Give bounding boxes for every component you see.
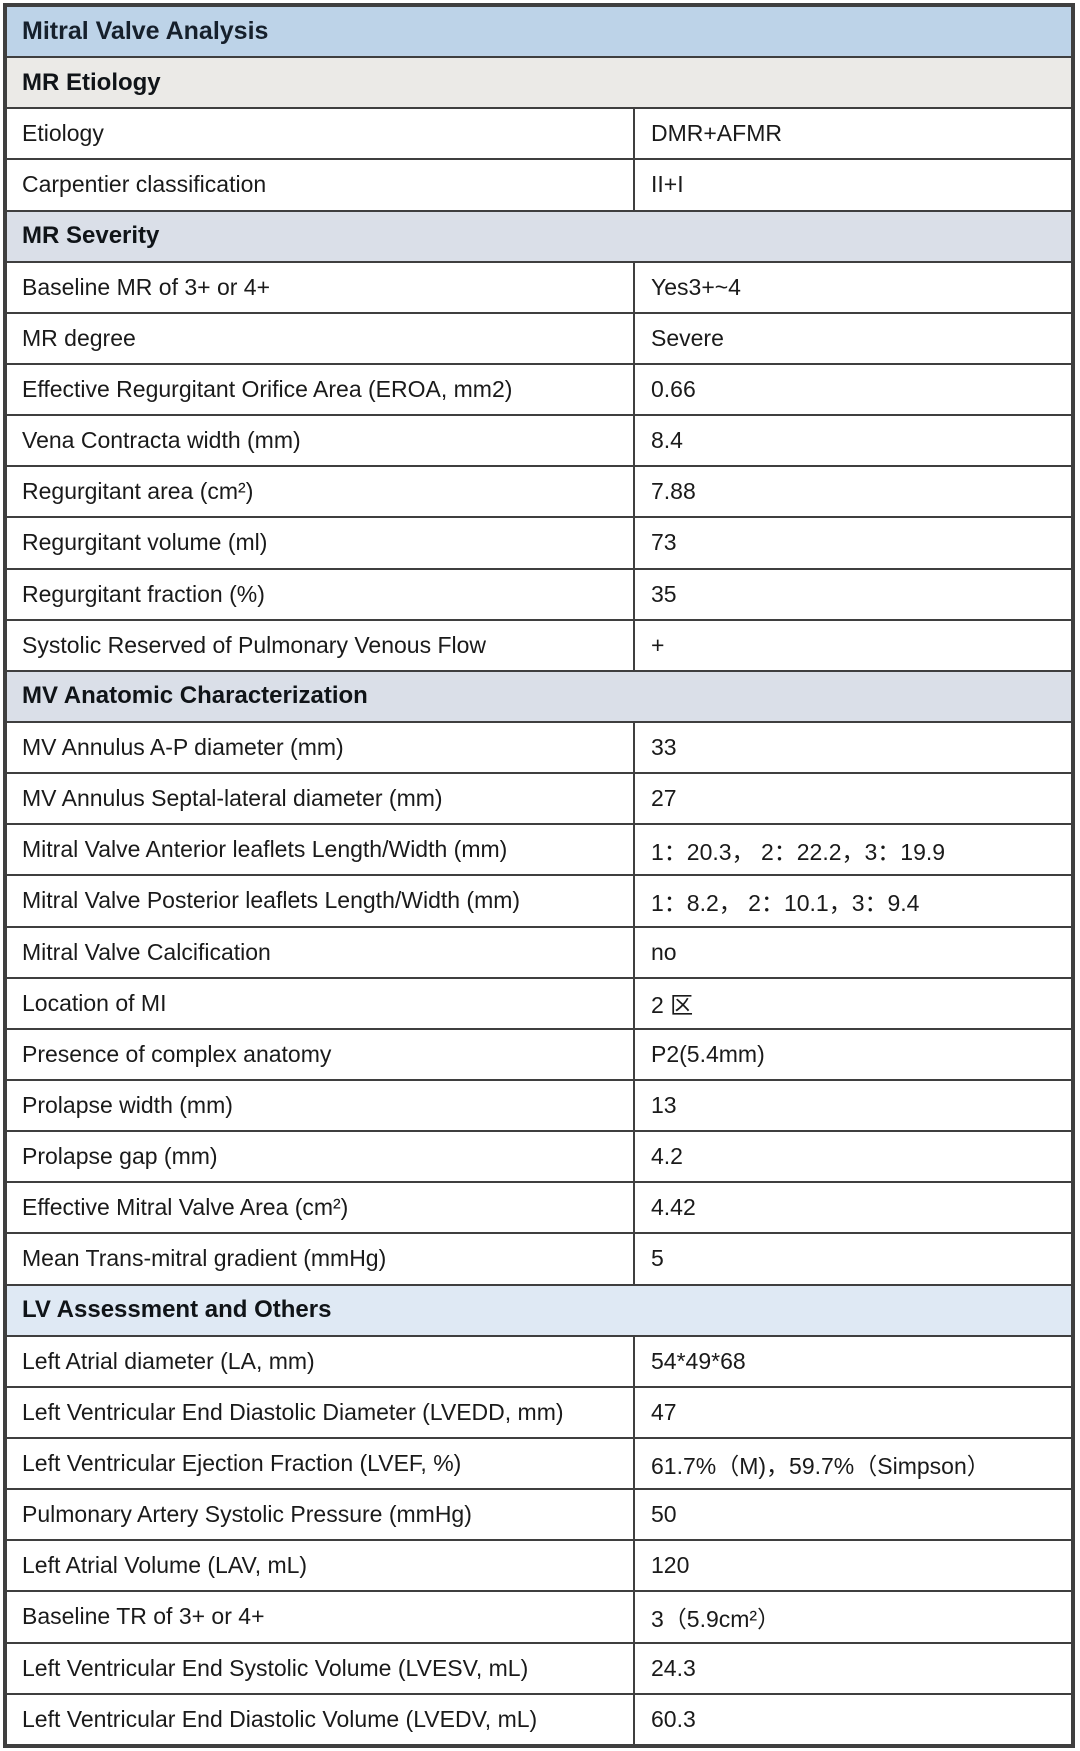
- row-label: MV Annulus A-P diameter (mm): [7, 722, 635, 773]
- table-row: Left Ventricular End Diastolic Volume (L…: [7, 1694, 1071, 1744]
- section-header-mr-severity: MR Severity: [7, 211, 1071, 263]
- row-label: Pulmonary Artery Systolic Pressure (mmHg…: [7, 1490, 635, 1540]
- row-label: Left Ventricular End Diastolic Volume (L…: [7, 1694, 635, 1744]
- table-row: Left Ventricular Ejection Fraction (LVEF…: [7, 1438, 1071, 1491]
- row-value: P2(5.4mm): [651, 1040, 765, 1067]
- row-value: 0.66: [651, 376, 696, 403]
- row-value: 24.3: [651, 1654, 696, 1681]
- row-label: MV Annulus Septal-lateral diameter (mm): [7, 774, 635, 824]
- table-row: Location of MI 2 区: [7, 978, 1071, 1030]
- row-value: 60.3: [651, 1705, 696, 1732]
- row-value: DMR+AFMR: [651, 120, 782, 147]
- row-value: 8.4: [651, 427, 683, 454]
- table-row: Pulmonary Artery Systolic Pressure (mmHg…: [7, 1490, 1071, 1542]
- table-row: Regurgitant volume (ml) 73: [7, 518, 1071, 570]
- row-value: 1：20.3， 2：22.2，3：19.9: [651, 838, 946, 865]
- row-label: Mitral Valve Posterior leaflets Length/W…: [7, 876, 635, 926]
- table-row: Prolapse width (mm) 13: [7, 1080, 1071, 1133]
- row-label: Baseline TR of 3+ or 4+: [7, 1592, 635, 1642]
- table-row: Presence of complex anatomy P2(5.4mm): [7, 1029, 1071, 1081]
- row-value: 4.42: [651, 1194, 696, 1221]
- table-row: Prolapse gap (mm) 4.2: [7, 1132, 1071, 1184]
- row-label: Mitral Valve Calcification: [7, 927, 635, 977]
- row-label: Regurgitant volume (ml): [7, 518, 635, 568]
- table-row: MR degree Severe: [7, 313, 1071, 365]
- row-label: Location of MI: [7, 978, 635, 1028]
- row-label: Left Ventricular End Systolic Volume (LV…: [7, 1643, 635, 1693]
- row-value: 50: [651, 1501, 677, 1528]
- row-label: Vena Contracta width (mm): [7, 416, 635, 466]
- row-value: 1：8.2， 2：10.1，3：9.4: [651, 889, 920, 916]
- table-row: Mean Trans-mitral gradient (mmHg) 5: [7, 1234, 1071, 1286]
- row-value: Yes3+~4: [651, 273, 741, 300]
- row-label: Prolapse gap (mm): [7, 1132, 635, 1182]
- row-label: MR degree: [7, 313, 635, 363]
- row-label: Effective Mitral Valve Area (cm²): [7, 1183, 635, 1233]
- table-row: Baseline MR of 3+ or 4+ Yes3+~4: [7, 262, 1071, 314]
- row-label: Left Atrial diameter (LA, mm): [7, 1336, 635, 1386]
- section-header-lv-assessment: LV Assessment and Others: [7, 1285, 1071, 1337]
- row-label: Effective Regurgitant Orifice Area (EROA…: [7, 364, 635, 415]
- row-value: 27: [651, 785, 677, 812]
- table-row: Mitral Valve Calcification no: [7, 927, 1071, 979]
- table-row: Left Atrial diameter (LA, mm) 54*49*68: [7, 1336, 1071, 1388]
- table-row: Mitral Valve Anterior leaflets Length/Wi…: [7, 825, 1071, 877]
- row-value: 54*49*68: [651, 1347, 746, 1374]
- table-row: Regurgitant fraction (%) 35: [7, 569, 1071, 621]
- table-row: MV Annulus Septal-lateral diameter (mm) …: [7, 774, 1071, 826]
- row-value: 5: [651, 1245, 664, 1272]
- table-row: Baseline TR of 3+ or 4+ 3（5.9cm²）: [7, 1592, 1071, 1644]
- row-value: II+I: [651, 171, 684, 198]
- table-title: Mitral Valve Analysis: [7, 7, 1071, 59]
- row-label: Left Atrial Volume (LAV, mL): [7, 1541, 635, 1591]
- row-value: 7.88: [651, 478, 696, 505]
- table-row: MV Annulus A-P diameter (mm) 33: [7, 722, 1071, 775]
- table-row: Effective Regurgitant Orifice Area (EROA…: [7, 364, 1071, 417]
- row-label: Prolapse width (mm): [7, 1080, 635, 1131]
- table-row: Left Atrial Volume (LAV, mL) 120: [7, 1541, 1071, 1593]
- row-value: 13: [651, 1092, 677, 1119]
- section-header-mv-anatomic: MV Anatomic Characterization: [7, 671, 1071, 723]
- row-label: Baseline MR of 3+ or 4+: [7, 262, 635, 312]
- row-value: 35: [651, 580, 677, 607]
- table-row: Left Ventricular End Systolic Volume (LV…: [7, 1643, 1071, 1695]
- row-value: no: [651, 938, 677, 965]
- row-label: Carpentier classification: [7, 160, 635, 210]
- row-value: 120: [651, 1552, 690, 1579]
- table-row: Carpentier classification II+I: [7, 160, 1071, 212]
- row-label: Mean Trans-mitral gradient (mmHg): [7, 1234, 635, 1284]
- row-value: 2 区: [651, 992, 694, 1019]
- row-label: Left Ventricular End Diastolic Diameter …: [7, 1387, 635, 1437]
- row-label: Regurgitant fraction (%): [7, 569, 635, 619]
- row-label: Mitral Valve Anterior leaflets Length/Wi…: [7, 825, 635, 875]
- table-row: Mitral Valve Posterior leaflets Length/W…: [7, 876, 1071, 928]
- row-value: +: [651, 631, 665, 658]
- row-value: 47: [651, 1398, 677, 1425]
- table-row: Left Ventricular End Diastolic Diameter …: [7, 1387, 1071, 1439]
- row-label: Presence of complex anatomy: [7, 1029, 635, 1079]
- row-value: 33: [651, 734, 677, 761]
- table-row: Effective Mitral Valve Area (cm²) 4.42: [7, 1183, 1071, 1235]
- row-label: Left Ventricular Ejection Fraction (LVEF…: [7, 1438, 635, 1489]
- row-value: 4.2: [651, 1143, 683, 1170]
- table-row: Vena Contracta width (mm) 8.4: [7, 416, 1071, 468]
- table-row: Etiology DMR+AFMR: [7, 109, 1071, 161]
- section-header-mr-etiology: MR Etiology: [7, 58, 1071, 110]
- row-label: Regurgitant area (cm²): [7, 467, 635, 517]
- table-row: Regurgitant area (cm²) 7.88: [7, 467, 1071, 519]
- row-value: 61.7%（M)，59.7%（Simpson）: [651, 1452, 990, 1479]
- row-value: 73: [651, 529, 677, 556]
- table-row: Systolic Reserved of Pulmonary Venous Fl…: [7, 620, 1071, 672]
- row-label: Etiology: [7, 109, 635, 159]
- row-label: Systolic Reserved of Pulmonary Venous Fl…: [7, 620, 635, 670]
- mitral-valve-analysis-table: Mitral Valve Analysis MR Etiology Etiolo…: [3, 3, 1075, 1748]
- row-value: Severe: [651, 324, 724, 351]
- row-value: 3（5.9cm²）: [651, 1605, 781, 1632]
